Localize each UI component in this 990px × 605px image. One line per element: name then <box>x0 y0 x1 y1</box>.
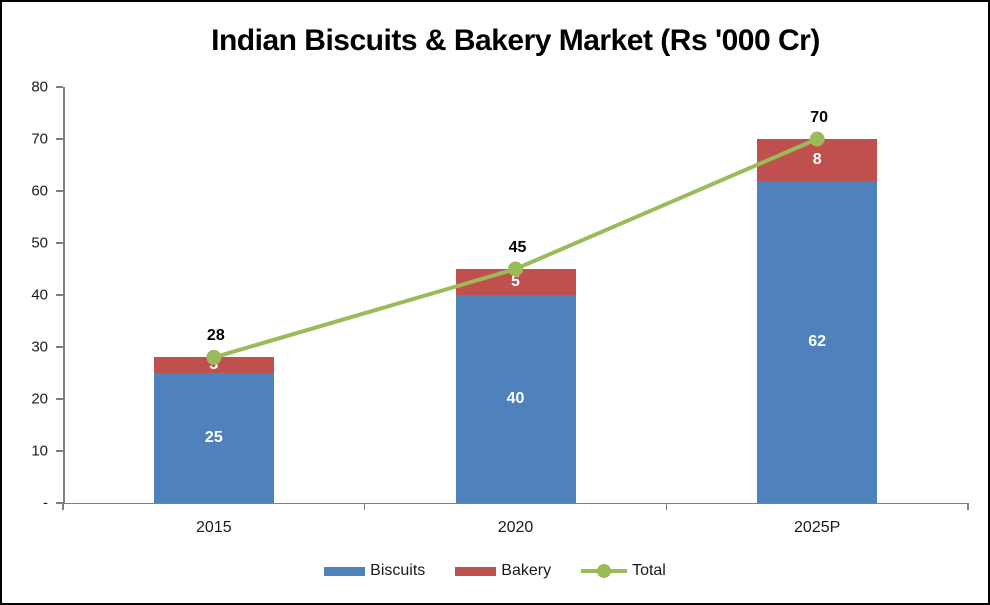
legend-label: Biscuits <box>370 562 426 579</box>
y-tick-label: 80 <box>31 78 48 96</box>
y-tick-label: 10 <box>31 442 48 460</box>
bar-segment-value: 5 <box>511 273 520 290</box>
total-value-label: 70 <box>810 109 829 126</box>
y-axis-line <box>63 87 65 503</box>
y-tick-label: 50 <box>31 234 48 252</box>
y-tick-label: 40 <box>31 286 48 304</box>
y-tick-mark <box>56 294 63 296</box>
bar-segment-bakery: 3 <box>153 356 274 374</box>
bar-segment-biscuits: 40 <box>455 295 576 503</box>
legend-item-biscuits: Biscuits <box>324 562 425 580</box>
x-category-label: 2020 <box>497 519 534 536</box>
y-tick-label: 20 <box>31 390 48 408</box>
bar-segment-biscuits: 62 <box>757 180 878 503</box>
y-tick-label: 70 <box>31 130 48 148</box>
legend-item-total: Total <box>581 562 666 580</box>
y-tick-label: - <box>43 494 48 512</box>
bar-segment-bakery: 5 <box>455 269 576 295</box>
legend-item-bakery: Bakery <box>455 562 551 580</box>
bar-segment-value: 8 <box>812 150 822 168</box>
legend-label: Bakery <box>501 562 552 579</box>
x-tick-mark <box>665 503 668 510</box>
x-tick-mark <box>967 503 969 510</box>
bar-segment-value: 40 <box>506 390 525 407</box>
bar-segment-bakery: 8 <box>757 139 878 181</box>
bar-segment-value: 3 <box>209 356 219 374</box>
total-value-label: 45 <box>508 239 527 256</box>
chart-title: Indian Biscuits & Bakery Market (Rs '000… <box>211 24 820 57</box>
y-tick-label: 30 <box>31 338 48 356</box>
y-tick-mark <box>56 398 63 400</box>
y-tick-mark <box>56 86 63 88</box>
legend-swatch-biscuits <box>324 566 366 576</box>
legend: Biscuits Bakery Total <box>0 562 990 580</box>
x-category-label: 2025P <box>794 519 841 536</box>
y-tick-label: 60 <box>31 182 48 200</box>
y-tick-mark <box>56 242 63 244</box>
bar-segment-value: 62 <box>808 332 827 350</box>
bar-segment-value: 25 <box>204 429 223 446</box>
legend-swatch-bakery <box>455 566 497 576</box>
legend-label: Total <box>632 562 666 579</box>
x-tick-mark <box>363 503 366 510</box>
total-value-label: 28 <box>206 327 225 345</box>
legend-line-marker-icon <box>581 564 628 578</box>
x-category-label: 2015 <box>196 519 232 536</box>
bar-segment-biscuits: 25 <box>153 373 274 503</box>
y-tick-mark <box>56 138 63 140</box>
y-tick-mark <box>56 346 63 348</box>
y-tick-mark <box>56 190 63 192</box>
x-axis-line <box>63 502 968 504</box>
x-tick-mark <box>62 503 64 510</box>
y-tick-mark <box>56 450 63 452</box>
y-tick-mark <box>56 502 63 504</box>
legend-line-glyph-dot <box>597 564 612 578</box>
